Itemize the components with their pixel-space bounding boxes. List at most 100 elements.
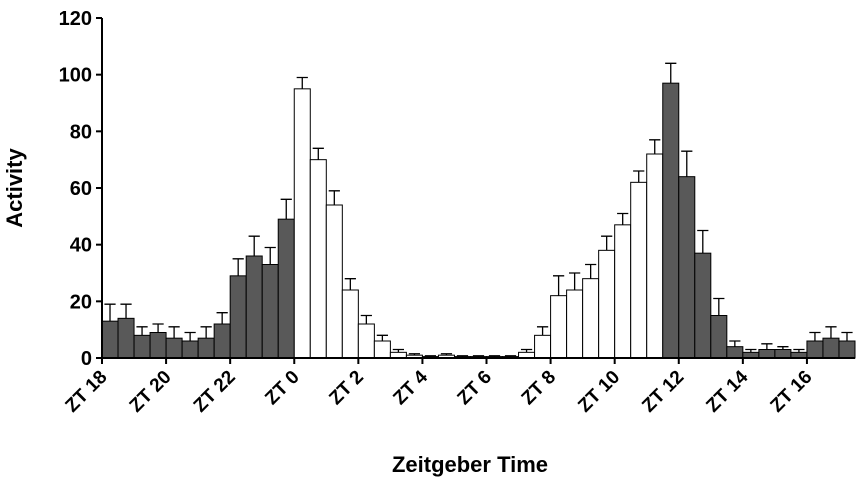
bar <box>357 323 375 359</box>
x-tick-label: ZT 2 <box>325 367 367 409</box>
x-axis-ticks: ZT 18 ZT 20 ZT 22 ZT 0 ZT 2 ZT 4 ZT 6 ZT 8 ZT 10… <box>62 358 817 417</box>
error-bar <box>200 326 212 339</box>
y-tick-label: 20 <box>70 291 92 313</box>
error-bar <box>761 343 773 350</box>
error-bar <box>552 275 565 296</box>
error-bar <box>536 326 549 336</box>
bar <box>133 334 151 359</box>
x-tick-label: ZT 8 <box>518 367 560 409</box>
error-bar <box>440 353 453 356</box>
bar <box>261 264 279 359</box>
error-bar <box>376 334 388 341</box>
x-tick-label: ZT 6 <box>454 367 496 409</box>
y-tick-label: 120 <box>59 8 92 30</box>
error-bar <box>809 331 821 341</box>
y-axis-ticks: 0 20 40 60 80 100 120 <box>59 8 102 370</box>
error-bar <box>841 331 853 341</box>
error-bar <box>328 190 340 205</box>
error-bar <box>825 326 837 339</box>
error-bar <box>248 235 260 256</box>
error-bar <box>649 139 661 154</box>
bar <box>726 346 744 359</box>
error-bar <box>360 314 372 324</box>
bar <box>550 295 568 359</box>
error-bar <box>296 76 308 89</box>
y-tick-label: 80 <box>70 121 92 143</box>
error-bar <box>344 278 356 290</box>
bar <box>758 349 776 359</box>
bar <box>662 82 680 359</box>
bar <box>822 337 840 359</box>
bar <box>149 332 167 359</box>
error-bar <box>777 346 789 350</box>
bar <box>534 334 552 359</box>
bars-group <box>101 82 856 359</box>
error-bar <box>424 355 437 357</box>
x-tick-label: ZT 20 <box>126 367 176 417</box>
bar <box>325 204 343 359</box>
bar <box>165 337 183 359</box>
x-tick-label: ZT 18 <box>62 367 112 417</box>
bar <box>229 275 247 359</box>
error-bar <box>665 62 677 84</box>
bar <box>181 340 199 359</box>
error-bar <box>408 353 421 356</box>
error-bar <box>617 212 629 225</box>
bar <box>614 224 632 359</box>
error-bar <box>120 303 132 319</box>
x-axis-title: Zeitgeber Time <box>392 452 548 477</box>
x-tick-label: ZT 4 <box>389 366 432 409</box>
error-bar <box>569 272 581 290</box>
bar <box>598 249 616 359</box>
bar <box>694 252 712 359</box>
error-bar <box>585 263 597 279</box>
error-bars-group <box>104 62 853 357</box>
error-bar <box>697 229 709 254</box>
bar <box>582 278 600 359</box>
bar <box>245 255 263 359</box>
error-bar <box>280 198 292 220</box>
error-bar <box>713 297 725 316</box>
error-bar <box>232 258 244 276</box>
bar <box>710 315 728 359</box>
y-tick-label: 0 <box>81 348 92 370</box>
error-bar <box>216 312 228 324</box>
bar <box>774 349 792 359</box>
bar <box>213 323 231 359</box>
bar <box>117 317 135 359</box>
error-bar <box>184 331 196 341</box>
bar <box>293 88 311 359</box>
error-bar <box>264 246 276 265</box>
bar <box>646 153 664 359</box>
x-tick-label: ZT 16 <box>767 367 817 417</box>
error-bar <box>681 150 693 177</box>
x-tick-label: ZT 12 <box>638 367 688 417</box>
error-bar <box>456 355 469 357</box>
bar <box>806 340 824 359</box>
x-tick-label: ZT 10 <box>574 367 624 417</box>
bar <box>373 340 391 359</box>
error-bar <box>136 326 148 336</box>
bar <box>277 218 295 359</box>
bar <box>309 159 327 359</box>
y-tick-label: 100 <box>59 65 92 87</box>
error-bar <box>504 355 517 357</box>
error-bar <box>392 348 405 353</box>
x-tick-label: ZT 0 <box>261 367 303 409</box>
y-tick-label: 60 <box>70 178 92 200</box>
y-tick-label: 40 <box>70 235 92 257</box>
x-tick-label: ZT 22 <box>190 367 240 417</box>
error-bar <box>601 235 613 251</box>
y-axis-title: Activity <box>2 148 27 228</box>
bar <box>197 337 215 359</box>
x-tick-label: ZT 14 <box>702 366 752 416</box>
bar <box>566 289 584 359</box>
error-bar <box>745 348 757 353</box>
error-bar <box>633 170 645 183</box>
error-bar <box>520 348 533 353</box>
error-bar <box>104 303 116 322</box>
error-bar <box>152 323 164 333</box>
bar <box>838 340 856 359</box>
bar <box>341 289 359 359</box>
